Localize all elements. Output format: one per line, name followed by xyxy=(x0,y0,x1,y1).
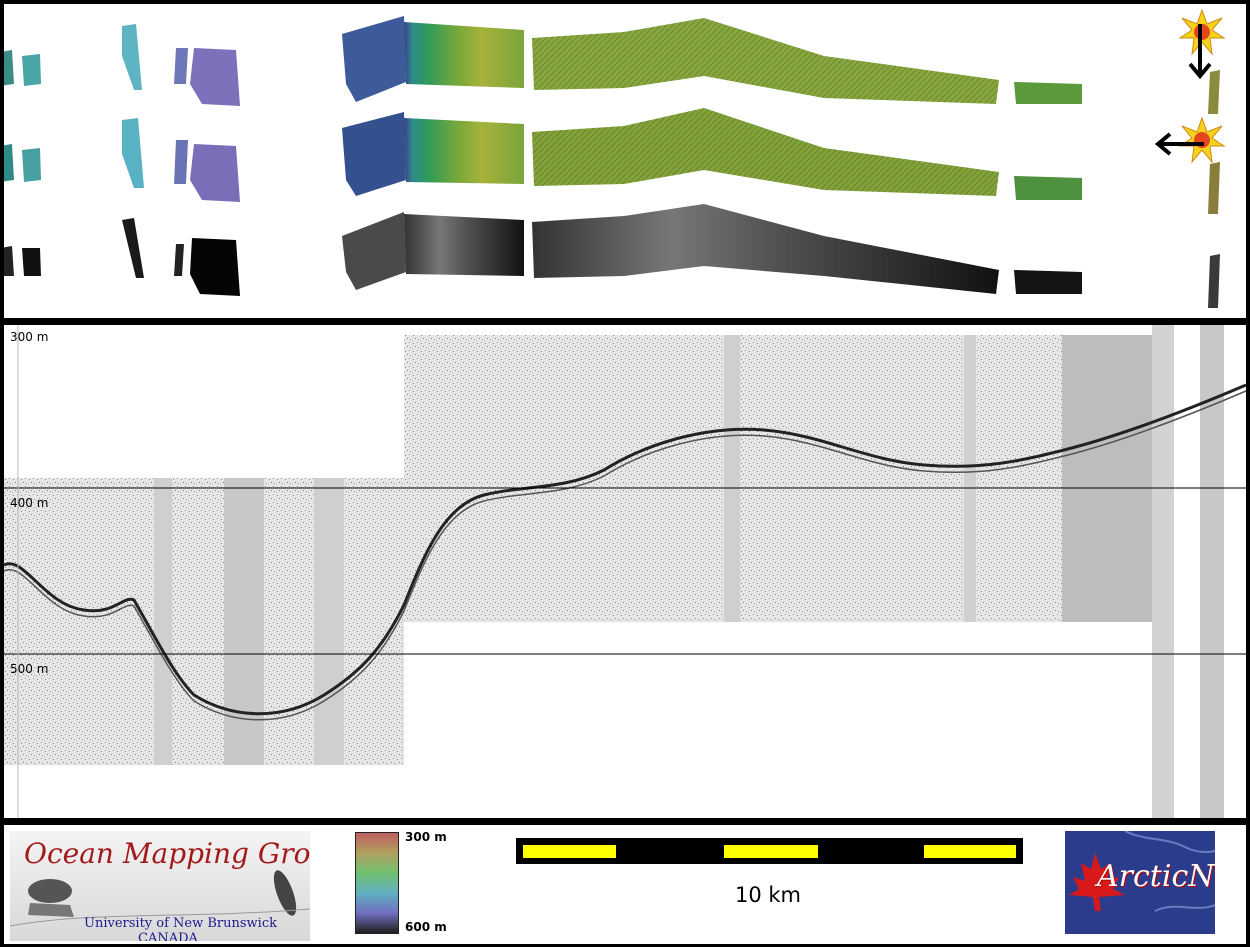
colorbar-bottom-label: 600 m xyxy=(405,920,447,934)
arrow-down-icon xyxy=(1188,24,1212,80)
arrow-left-icon xyxy=(1154,132,1204,156)
depth-label-500: 500 m xyxy=(10,662,49,676)
subbottom-profile-panel: 300 m 400 m 500 m xyxy=(4,325,1246,818)
omg-logo-art xyxy=(10,870,310,927)
depth-label-300: 300 m xyxy=(10,330,49,344)
omg-logo: Ocean Mapping Group University of New Br… xyxy=(10,831,310,941)
omg-subtitle-university: University of New Brunswick xyxy=(84,916,277,931)
depth-label-400: 400 m xyxy=(10,496,49,510)
swath-panel xyxy=(4,4,1246,318)
arcticnet-text: ArcticNet xyxy=(1097,859,1215,894)
sun-east-icon xyxy=(1178,116,1226,164)
swath-row-1 xyxy=(4,16,1220,114)
depth-colorbar xyxy=(355,832,399,934)
arcticnet-logo: ArcticNet xyxy=(1065,831,1215,934)
scalebar xyxy=(516,838,1023,864)
omg-title: Ocean Mapping Group xyxy=(24,837,310,870)
swath-row-3 xyxy=(4,204,1220,308)
colorbar-top-label: 300 m xyxy=(405,830,447,844)
swath-row-2 xyxy=(4,108,1220,214)
scalebar-label: 10 km xyxy=(735,883,802,907)
omg-subtitle-country: CANADA xyxy=(138,931,198,941)
subbottom-profile xyxy=(4,325,1246,818)
footer-panel: Ocean Mapping Group University of New Br… xyxy=(4,825,1246,944)
maple-leaf-icon xyxy=(1069,831,1215,912)
swath-strips xyxy=(4,8,1226,308)
